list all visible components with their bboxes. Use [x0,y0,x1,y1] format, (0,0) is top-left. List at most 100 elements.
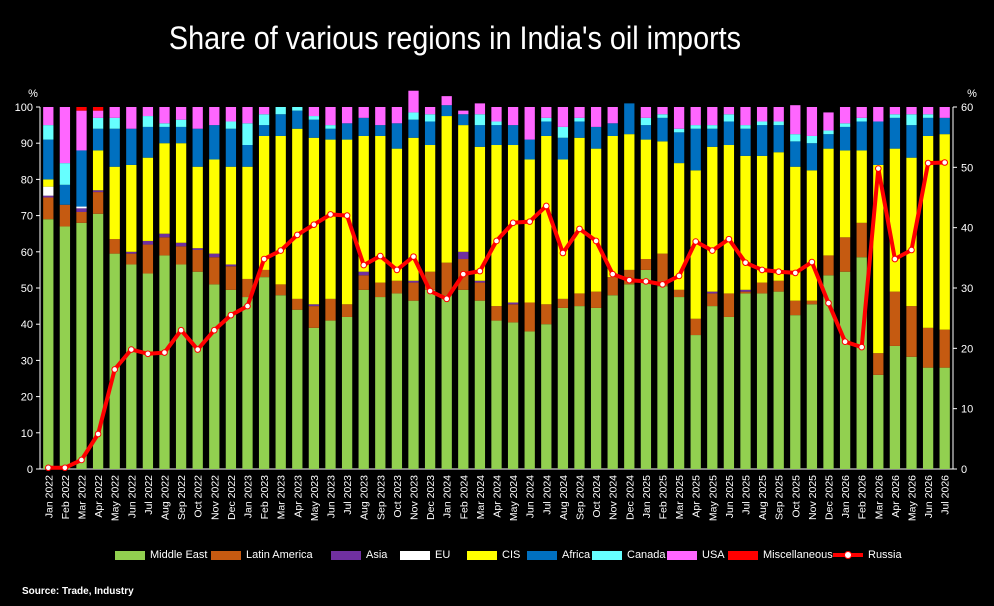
x-tick-label: Oct 2025 [790,475,802,518]
bar-segment [325,107,336,126]
russia-point [161,349,168,356]
bar-segment [308,327,320,469]
bar-segment [43,186,54,196]
y-tick-label: 100 [15,102,33,114]
y-tick-label: 80 [21,174,33,186]
bar-segment [474,125,486,147]
bar-segment [424,114,436,122]
y2-tick-label: 10 [961,404,973,416]
russia-point [642,278,650,285]
bar-segment [607,277,618,296]
y2-tick-label: 60 [961,102,973,114]
bar-segment [640,139,652,260]
bar-segment [574,137,585,294]
bar-segment [175,242,187,247]
bar-segment [76,110,87,151]
x-tick-label: Apr 2026 [890,475,902,518]
russia-point [277,247,285,254]
bar-segment [424,121,436,146]
russia-point [260,255,268,263]
russia-point [576,225,583,233]
bar-segment [408,137,419,281]
bar-segment [142,157,154,241]
bar-segment [491,306,502,321]
bar-segment [707,146,718,292]
bar-segment [607,135,618,278]
russia-point [808,258,816,266]
bar-segment [225,264,237,267]
bar-segment [740,293,751,469]
bar-segment [491,320,502,469]
legend-item: Africa [527,549,590,561]
bar-segment [175,143,187,243]
bar-segment [341,304,353,317]
legend-swatch [331,550,361,560]
x-tick-label: Jan 2026 [840,475,852,518]
legend-item: USA [667,549,725,561]
bar-segment [574,117,585,122]
bar-segment [275,284,286,296]
bar-segment [673,107,685,129]
russia-point [377,252,384,260]
bar-segment [76,107,87,111]
bar-segment [557,298,569,308]
bar-segment [358,135,369,272]
bar-segment [557,107,569,127]
bar-segment [275,135,286,285]
bar-segment [142,107,154,117]
bar-segment [922,367,934,469]
bar-segment [856,121,867,151]
bar-segment [109,253,120,469]
bar-segment [574,121,585,138]
bar-segment [557,159,569,299]
bar-segment [939,367,950,469]
x-tick-label: Mar 2022 [77,475,89,520]
bar-segment [889,345,901,469]
bar-segment [773,291,784,469]
bar-segment [59,184,71,205]
bar-segment [524,139,535,160]
bar-segment [823,134,834,149]
x-tick-label: Aug 2025 [757,475,769,520]
russia-point [692,238,700,245]
y2-tick-label: 40 [961,223,973,235]
bar-segment [607,107,618,124]
y-tick-label: 70 [21,211,33,223]
x-tick-label: Sep 2022 [176,475,188,520]
russia-point [526,218,534,225]
russia-point [908,246,915,254]
bar-segment [258,114,270,126]
y-tick-label: 0 [27,464,33,476]
bar-segment [557,307,569,469]
russia-point [443,295,451,303]
bar-segment [441,105,452,117]
x-tick-label: Apr 2024 [492,475,504,518]
russia-point [61,464,69,472]
bar-segment [823,255,834,276]
bar-segment [889,117,901,149]
bar-segment [192,128,203,167]
bar-segment [657,286,668,469]
russia-point [227,311,235,319]
bar-segment [242,123,253,146]
russia-point [841,338,849,345]
bar-segment [790,300,801,316]
bar-segment [922,135,934,328]
russia-point [592,237,600,245]
bar-segment [126,251,137,254]
bar-segment [657,114,668,118]
russia-point [144,350,152,358]
russia-point [609,270,617,278]
legend: Middle East Latin America Asia EU CIS Africa C… [115,549,955,567]
bar-segment [889,114,901,118]
bar-segment [175,119,187,127]
bar-segment [906,125,917,158]
bar-segment [507,322,519,469]
bar-segment [209,257,220,285]
bar-segment [657,253,668,287]
bar-segment [790,134,801,142]
bar-segment [806,300,818,305]
bar-segment [541,107,552,118]
bar-segment [391,148,403,281]
bar-segment [92,213,104,469]
